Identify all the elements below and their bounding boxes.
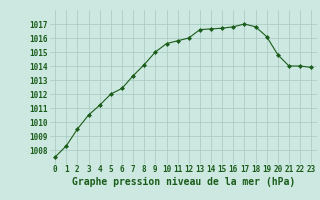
X-axis label: Graphe pression niveau de la mer (hPa): Graphe pression niveau de la mer (hPa) <box>72 177 295 187</box>
